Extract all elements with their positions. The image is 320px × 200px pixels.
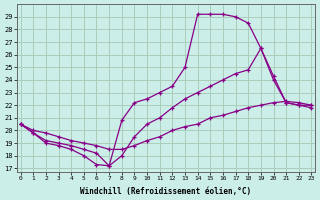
X-axis label: Windchill (Refroidissement éolien,°C): Windchill (Refroidissement éolien,°C) [80, 187, 252, 196]
